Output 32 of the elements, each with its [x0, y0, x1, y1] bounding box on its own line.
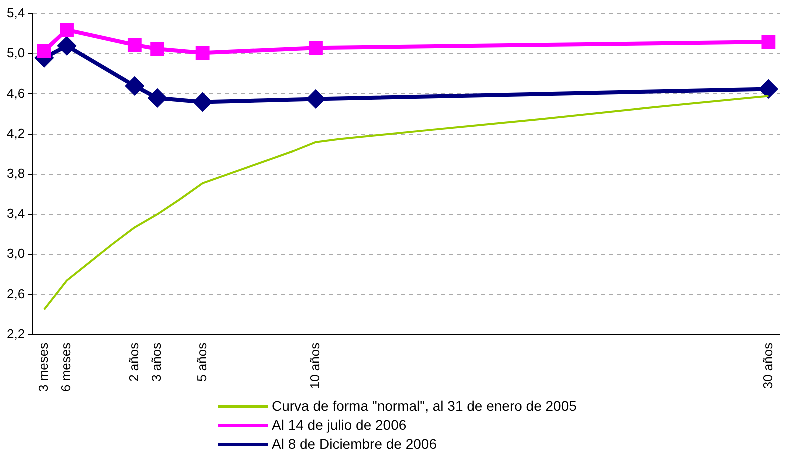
point — [126, 77, 144, 96]
point — [128, 38, 142, 52]
y-tick-label: 3,8 — [6, 166, 26, 182]
x-tick-label: 10 años — [308, 342, 323, 390]
point — [762, 35, 776, 50]
legend-label: Al 8 de Diciembre de 2006 — [272, 435, 437, 454]
point — [60, 23, 74, 37]
x-tick-label: 2 años — [126, 342, 142, 382]
point — [194, 93, 212, 112]
y-tick-label: 5,4 — [6, 6, 26, 21]
x-tick-label: 3 años — [149, 342, 164, 382]
y-tick-label: 4,6 — [6, 86, 26, 101]
y-tick-label: 4,2 — [6, 126, 26, 141]
y-tick-label: 3,4 — [6, 206, 26, 222]
y-tick-label: 2,2 — [6, 326, 26, 342]
x-tick-label: 3 meses — [36, 342, 51, 392]
y-tick-label: 3,0 — [6, 246, 26, 262]
x-tick-label: 5 años — [194, 342, 210, 382]
y-tick-label: 5,0 — [6, 46, 26, 61]
point — [150, 42, 165, 56]
point — [196, 46, 210, 60]
point — [58, 37, 76, 56]
point — [760, 80, 778, 98]
legend-label: Al 14 de julio de 2006 — [272, 416, 407, 435]
x-tick-label: 6 meses — [58, 342, 74, 392]
point — [148, 89, 167, 108]
legend-label: Curva de forma "normal", al 31 de enero de 2005 — [272, 397, 577, 416]
x-tick-label: 30 años — [760, 342, 776, 390]
point — [37, 44, 52, 58]
point — [309, 41, 323, 56]
y-tick-label: 2,6 — [6, 286, 26, 302]
point — [307, 90, 325, 108]
